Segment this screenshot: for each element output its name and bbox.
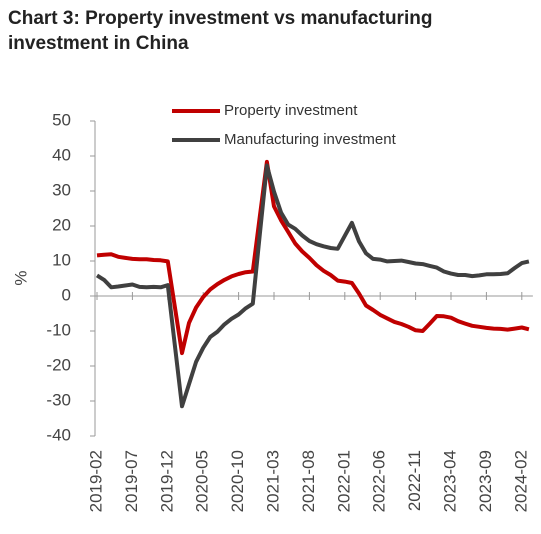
y-tick-label: -30 (46, 390, 71, 409)
x-tick-label: 2019-02 (86, 450, 105, 512)
y-tick-label: 40 (52, 145, 71, 164)
y-axis-label: % (11, 270, 30, 285)
y-tick-label: -20 (46, 355, 71, 374)
y-tick-label: 0 (62, 285, 71, 304)
x-tick-label: 2020-10 (228, 450, 247, 512)
y-tick-label: 10 (52, 250, 71, 269)
series-line (96, 159, 530, 356)
x-tick-label: 2022-06 (370, 450, 389, 512)
x-tick-label: 2021-03 (263, 450, 282, 512)
x-tick-label: 2022-01 (334, 450, 353, 512)
chart-title: Chart 3: Property investment vs manufact… (8, 8, 433, 54)
x-tick-label: 2021-08 (299, 450, 318, 512)
x-tick-label: 2019-07 (122, 450, 141, 512)
x-tick-label: 2023-09 (476, 450, 495, 512)
series-line (95, 163, 530, 409)
legend-label: Property investment (224, 102, 358, 119)
x-tick-label: 2024-02 (511, 450, 530, 512)
y-tick-label: 20 (52, 215, 71, 234)
y-tick-label: 30 (52, 180, 71, 199)
x-tick-label: 2023-04 (440, 450, 459, 512)
x-tick-label: 2022-11 (405, 450, 424, 511)
y-tick-label: 50 (52, 110, 71, 129)
y-tick-label: -40 (46, 425, 71, 444)
legend-label: Manufacturing investment (224, 131, 397, 148)
x-tick-label: 2019-12 (157, 450, 176, 512)
y-tick-label: -10 (46, 320, 71, 339)
x-tick-label: 2020-05 (193, 450, 212, 512)
